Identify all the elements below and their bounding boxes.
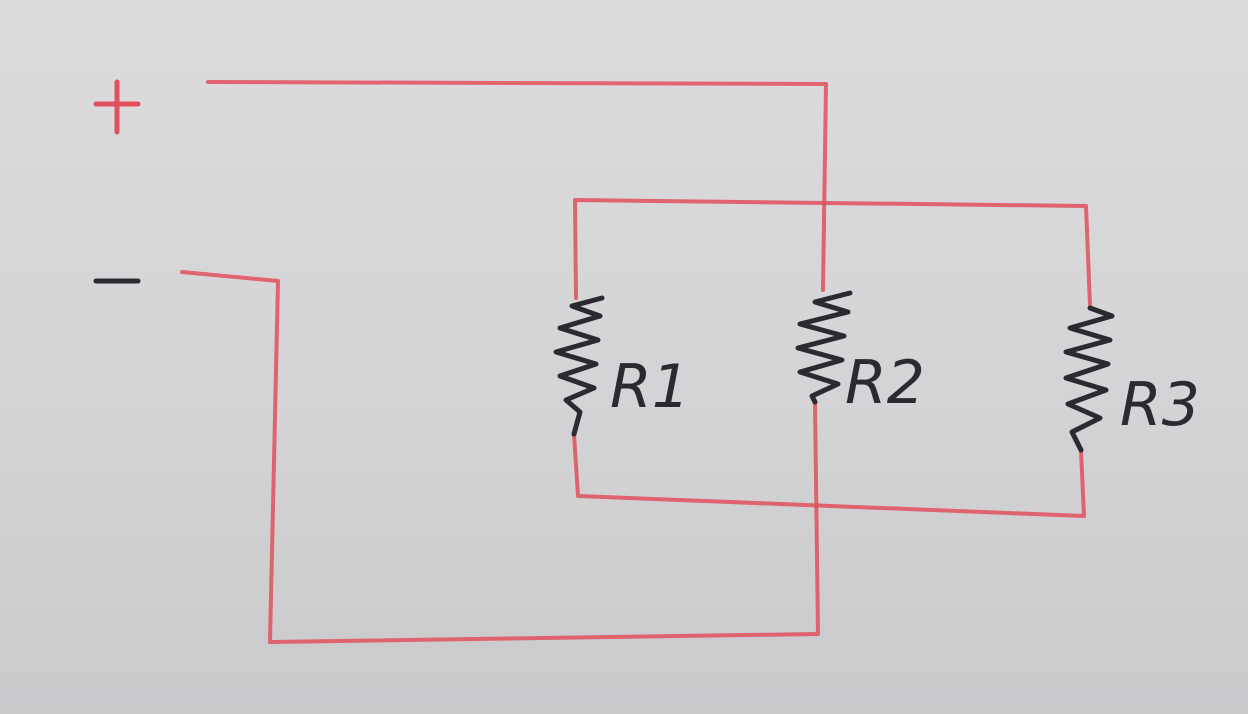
resistor-r3 <box>1063 305 1115 453</box>
resistor-r2 <box>795 290 853 405</box>
resistor-label-r1: R1 <box>610 352 690 422</box>
resistor-label-r2: R2 <box>845 348 925 418</box>
resistor-label-r3: R3 <box>1120 370 1200 440</box>
positive-terminal-sign <box>93 79 141 135</box>
resistor-r1 <box>553 295 605 437</box>
positive-supply-wire <box>206 80 828 292</box>
top-bus-wire <box>573 198 1092 307</box>
bottom-bus-wire <box>572 432 1086 518</box>
negative-supply-wire <box>180 270 820 644</box>
